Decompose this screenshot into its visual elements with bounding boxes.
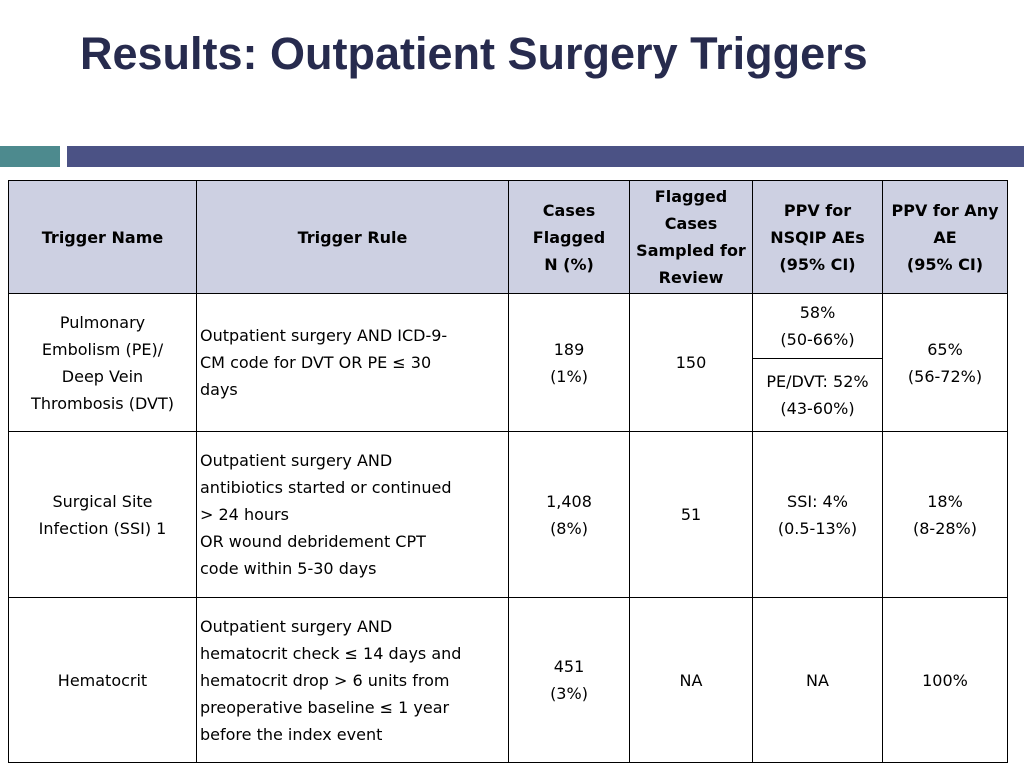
header-cases-flagged: Cases Flagged N (%) (508, 180, 630, 294)
cases-flagged-cell: 451 (3%) (508, 597, 630, 763)
accent-bar-navy (67, 146, 1024, 167)
header-ppv-nsqip: PPV for NSQIP AEs (95% CI) (752, 180, 883, 294)
slide-title: Results: Outpatient Surgery Triggers (80, 28, 868, 79)
ppv-nsqip-pe-dvt-cell: PE/DVT: 52% (43-60%) (752, 358, 883, 432)
ppv-nsqip-cell: SSI: 4% (0.5-13%) (752, 431, 883, 598)
trigger-name-cell: Surgical Site Infection (SSI) 1 (8, 431, 197, 598)
sampled-cell: NA (629, 597, 753, 763)
header-trigger-rule: Trigger Rule (196, 180, 509, 294)
trigger-rule-cell: Outpatient surgery AND hematocrit check … (196, 597, 509, 763)
ppv-any-cell: 100% (882, 597, 1008, 763)
cases-flagged-cell: 189 (1%) (508, 293, 630, 432)
table-row: Pulmonary Embolism (PE)/ Deep Vein Throm… (8, 293, 1008, 432)
sampled-cell: 150 (629, 293, 753, 432)
ppv-nsqip-cell: 58% (50-66%) (752, 293, 883, 359)
cases-flagged-cell: 1,408 (8%) (508, 431, 630, 598)
trigger-name-cell: Pulmonary Embolism (PE)/ Deep Vein Throm… (8, 293, 197, 432)
table-header-row: Trigger Name Trigger Rule Cases Flagged … (8, 180, 1008, 294)
sampled-cell: 51 (629, 431, 753, 598)
ppv-any-cell: 65% (56-72%) (882, 293, 1008, 432)
trigger-rule-cell: Outpatient surgery AND ICD-9- CM code fo… (196, 293, 509, 432)
trigger-name-cell: Hematocrit (8, 597, 197, 763)
table-subrow: PE/DVT: 52% (43-60%) (9, 358, 1008, 432)
ppv-nsqip-cell: NA (752, 597, 883, 763)
table-row: Hematocrit Outpatient surgery AND hemato… (8, 597, 1008, 763)
trigger-rule-cell: Outpatient surgery AND antibiotics start… (196, 431, 509, 598)
header-ppv-any: PPV for Any AE (95% CI) (882, 180, 1008, 294)
accent-bar-teal (0, 146, 60, 167)
table-row: Surgical Site Infection (SSI) 1 Outpatie… (8, 431, 1008, 598)
header-flagged-sampled: Flagged Cases Sampled for Review (629, 180, 753, 294)
header-trigger-name: Trigger Name (8, 180, 197, 294)
triggers-table: Trigger Name Trigger Rule Cases Flagged … (8, 180, 1008, 763)
ppv-any-cell: 18% (8-28%) (882, 431, 1008, 598)
